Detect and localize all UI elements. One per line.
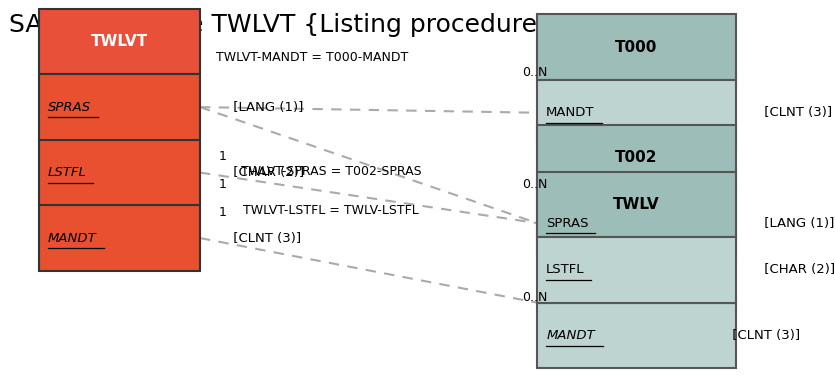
Text: LSTFL: LSTFL (546, 264, 584, 276)
Text: SPRAS: SPRAS (546, 217, 589, 230)
Text: [CHAR (2)]: [CHAR (2)] (760, 264, 835, 276)
Bar (537, 125, 736, 190)
Text: SPRAS: SPRAS (48, 101, 91, 113)
Bar (537, 172, 736, 237)
Bar (537, 80, 736, 146)
Text: [CLNT (3)]: [CLNT (3)] (230, 231, 301, 245)
Text: MANDT: MANDT (48, 231, 97, 245)
Text: TWLVT-SPRAS = T002-SPRAS: TWLVT-SPRAS = T002-SPRAS (240, 165, 422, 178)
Text: MANDT: MANDT (546, 329, 595, 342)
Text: 1: 1 (219, 206, 226, 219)
Text: TWLVT-LSTFL = TWLV-LSTFL: TWLVT-LSTFL = TWLV-LSTFL (243, 204, 419, 218)
Bar (537, 237, 736, 303)
Bar (39, 205, 200, 271)
Text: 1: 1 (219, 150, 226, 163)
Text: TWLVT-MANDT = T000-MANDT: TWLVT-MANDT = T000-MANDT (216, 51, 408, 64)
Bar (537, 303, 736, 368)
Text: TWLV: TWLV (613, 197, 660, 212)
Bar (537, 190, 736, 256)
Text: T002: T002 (615, 150, 658, 165)
Bar (39, 140, 200, 205)
Text: SAP ABAP table TWLVT {Listing procedure IS-R / texts}: SAP ABAP table TWLVT {Listing procedure … (9, 12, 697, 37)
Bar (537, 14, 736, 80)
Text: 0..N: 0..N (522, 66, 548, 79)
Text: [CLNT (3)]: [CLNT (3)] (727, 329, 800, 342)
Text: 0..N: 0..N (522, 291, 548, 303)
Bar (39, 74, 200, 140)
Text: MANDT: MANDT (546, 106, 595, 119)
Text: 0..N: 0..N (522, 178, 548, 191)
Text: 1: 1 (219, 178, 226, 191)
Text: [CLNT (3)]: [CLNT (3)] (760, 106, 832, 119)
Text: [CHAR (2)]: [CHAR (2)] (230, 166, 305, 179)
Text: [LANG (1)]: [LANG (1)] (230, 101, 304, 113)
Text: LSTFL: LSTFL (48, 166, 87, 179)
Text: [LANG (1)]: [LANG (1)] (760, 217, 834, 230)
Text: T000: T000 (615, 40, 658, 55)
Text: TWLVT: TWLVT (91, 34, 148, 49)
Bar (39, 9, 200, 74)
